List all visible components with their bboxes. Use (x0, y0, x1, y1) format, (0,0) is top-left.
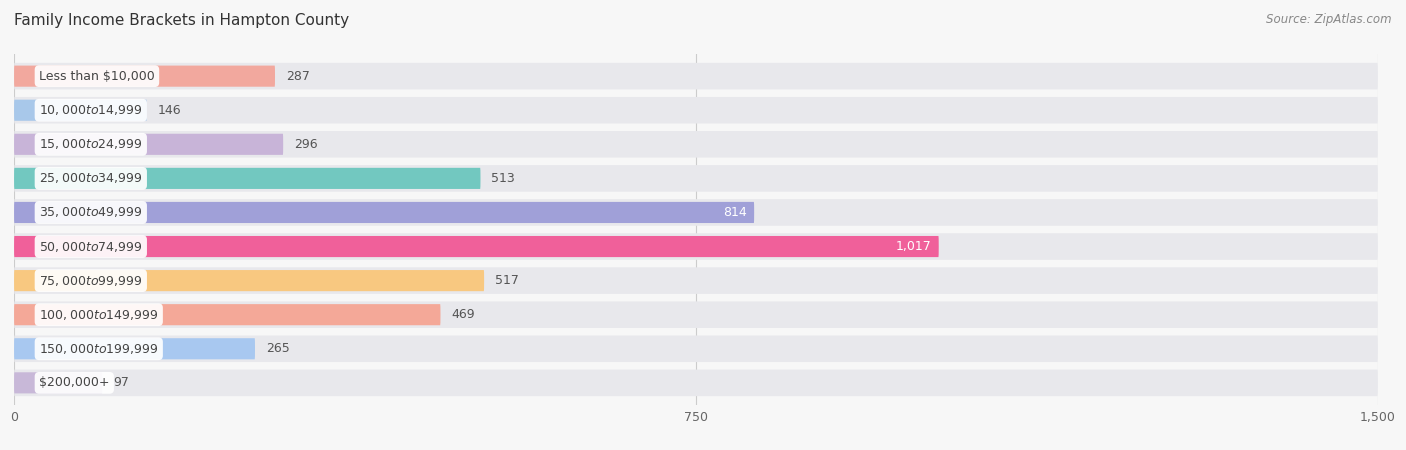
FancyBboxPatch shape (14, 338, 254, 360)
FancyBboxPatch shape (14, 372, 103, 393)
FancyBboxPatch shape (14, 336, 1378, 362)
Text: 814: 814 (723, 206, 747, 219)
FancyBboxPatch shape (14, 168, 481, 189)
Text: Family Income Brackets in Hampton County: Family Income Brackets in Hampton County (14, 14, 349, 28)
Text: 1,017: 1,017 (896, 240, 931, 253)
FancyBboxPatch shape (14, 63, 1378, 90)
FancyBboxPatch shape (14, 304, 440, 325)
Text: 296: 296 (294, 138, 318, 151)
FancyBboxPatch shape (14, 66, 276, 87)
FancyBboxPatch shape (14, 131, 1378, 158)
Text: 146: 146 (157, 104, 181, 117)
FancyBboxPatch shape (14, 134, 283, 155)
Text: 97: 97 (112, 376, 129, 389)
Text: 517: 517 (495, 274, 519, 287)
FancyBboxPatch shape (14, 97, 1378, 123)
Text: Source: ZipAtlas.com: Source: ZipAtlas.com (1267, 14, 1392, 27)
Text: $35,000 to $49,999: $35,000 to $49,999 (39, 206, 142, 220)
Text: 513: 513 (492, 172, 515, 185)
Text: $15,000 to $24,999: $15,000 to $24,999 (39, 137, 142, 151)
FancyBboxPatch shape (14, 369, 1378, 396)
Text: $50,000 to $74,999: $50,000 to $74,999 (39, 239, 142, 253)
Text: 287: 287 (285, 70, 309, 83)
FancyBboxPatch shape (14, 302, 1378, 328)
FancyBboxPatch shape (14, 202, 754, 223)
Text: $75,000 to $99,999: $75,000 to $99,999 (39, 274, 142, 288)
FancyBboxPatch shape (14, 99, 146, 121)
Text: $25,000 to $34,999: $25,000 to $34,999 (39, 171, 142, 185)
Text: $100,000 to $149,999: $100,000 to $149,999 (39, 308, 159, 322)
FancyBboxPatch shape (14, 233, 1378, 260)
Text: Less than $10,000: Less than $10,000 (39, 70, 155, 83)
Text: 469: 469 (451, 308, 475, 321)
Text: $10,000 to $14,999: $10,000 to $14,999 (39, 103, 142, 117)
FancyBboxPatch shape (14, 236, 939, 257)
Text: $200,000+: $200,000+ (39, 376, 110, 389)
FancyBboxPatch shape (14, 267, 1378, 294)
Text: 265: 265 (266, 342, 290, 355)
Text: $150,000 to $199,999: $150,000 to $199,999 (39, 342, 159, 356)
FancyBboxPatch shape (14, 165, 1378, 192)
FancyBboxPatch shape (14, 199, 1378, 226)
FancyBboxPatch shape (14, 270, 484, 291)
